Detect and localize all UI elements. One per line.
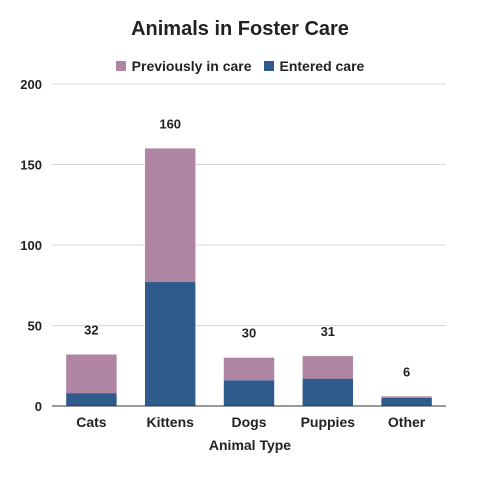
legend-item-previously-in-care: Previously in care: [115, 58, 252, 74]
bar-dogs-previously-in-care: [223, 357, 275, 381]
bar-cats-entered-care: [66, 393, 117, 406]
y-tick-label-150: 150: [20, 158, 42, 173]
bar-dogs-entered-care: [223, 380, 275, 406]
y-tick-label-0: 0: [35, 399, 42, 414]
x-tick-label-dogs: Dogs: [232, 414, 267, 430]
bar-kittens-entered-care: [144, 282, 196, 406]
legend-label-entered-care: Entered care: [279, 58, 365, 74]
legend-swatch-entered-care: [263, 61, 274, 71]
y-tick-label-50: 50: [28, 319, 42, 334]
bar-other-entered-care: [381, 397, 432, 406]
legend-label-previously-in-care: Previously in care: [131, 58, 252, 74]
legend-item-entered-care: Entered care: [263, 58, 365, 74]
y-tick-label-100: 100: [20, 238, 42, 253]
legend-swatch-previously-in-care: [115, 61, 126, 71]
total-label-puppies: 31: [321, 324, 335, 339]
total-label-kittens: 160: [159, 116, 181, 131]
x-tick-label-kittens: Kittens: [146, 414, 194, 430]
bar-puppies-previously-in-care: [302, 356, 354, 379]
y-tick-label-200: 200: [20, 77, 42, 92]
bar-cats-previously-in-care: [66, 354, 117, 394]
bar-other-previously-in-care: [381, 396, 432, 398]
x-tick-label-puppies: Puppies: [301, 414, 356, 430]
chart-legend: Previously in care Entered care: [0, 58, 480, 74]
total-label-other: 6: [403, 364, 410, 379]
total-label-cats: 32: [84, 322, 98, 337]
x-axis-title: Animal Type: [208, 437, 292, 453]
x-tick-label-other: Other: [388, 414, 426, 430]
x-tick-label-cats: Cats: [76, 414, 107, 430]
bar-puppies-entered-care: [302, 378, 354, 406]
chart-title: Animals in Foster Care: [131, 18, 349, 40]
total-label-dogs: 30: [242, 326, 256, 341]
bar-kittens-previously-in-care: [144, 148, 196, 283]
